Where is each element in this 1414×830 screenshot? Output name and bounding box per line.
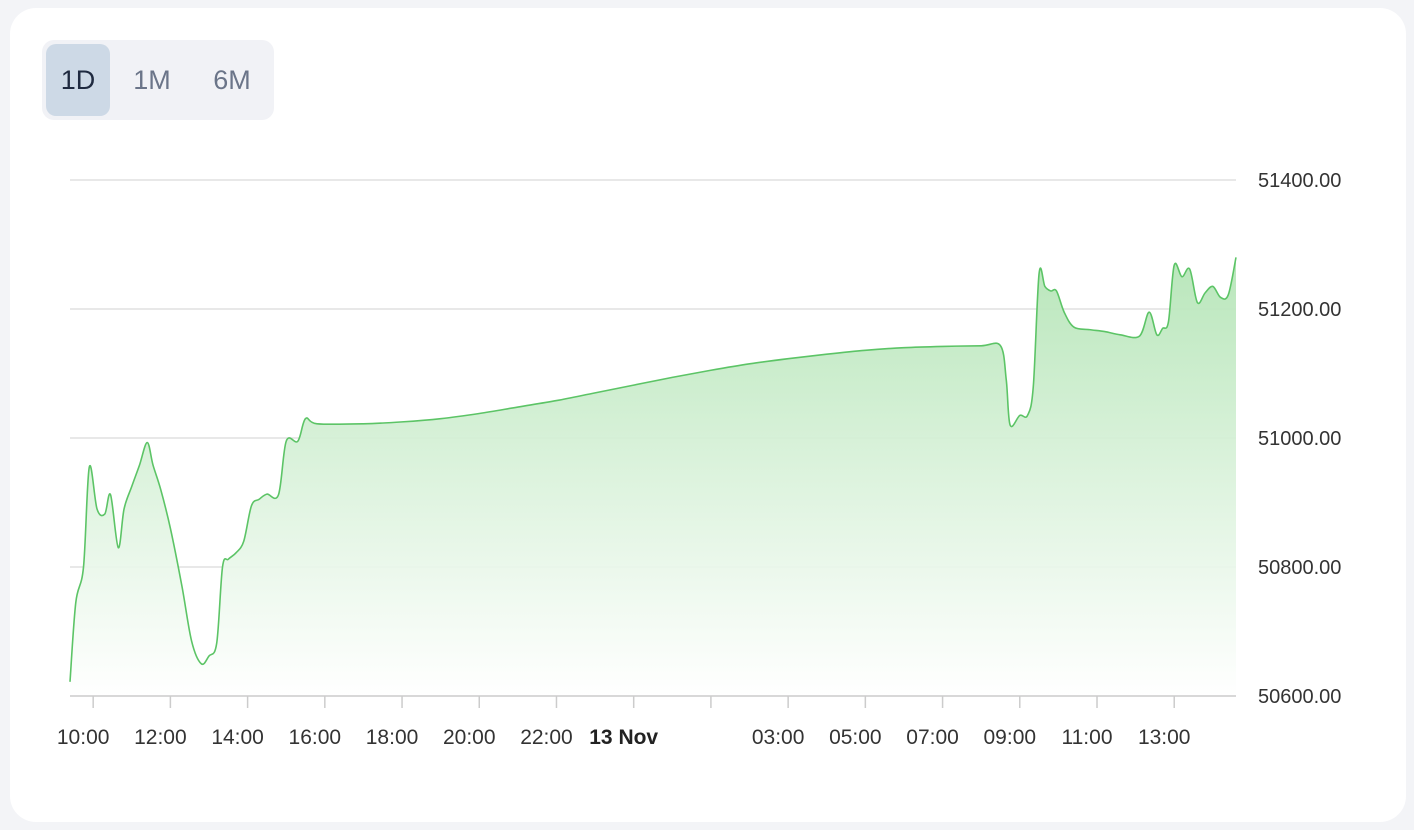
x-axis: 10:00 12:00 14:00 16:00 18:00 20:00 22:00 13 No… xyxy=(57,695,1236,749)
y-tick-label: 51000.00 xyxy=(1258,428,1341,450)
y-tick-label: 50600.00 xyxy=(1258,686,1341,708)
series-area xyxy=(70,257,1236,696)
range-tab-6m[interactable]: 6M xyxy=(196,44,268,116)
x-tick-label: 22:00 xyxy=(520,726,573,749)
y-axis: 51400.00 51200.00 51000.00 50800.00 50600.00 xyxy=(1258,170,1341,708)
y-tick-label: 51400.00 xyxy=(1258,170,1341,192)
x-tick-label: 18:00 xyxy=(366,726,419,749)
x-tick-label: 05:00 xyxy=(829,726,882,749)
range-tab-1d[interactable]: 1D xyxy=(46,44,110,116)
x-tick-label: 13 Nov xyxy=(589,726,658,749)
y-tick-label: 51200.00 xyxy=(1258,299,1341,321)
range-tab-1m[interactable]: 1M xyxy=(118,44,186,116)
x-tick-label: 20:00 xyxy=(443,726,496,749)
series-line xyxy=(69,257,1237,682)
x-tick-label: 11:00 xyxy=(1062,726,1113,749)
x-tick-label: 09:00 xyxy=(984,726,1037,749)
x-tick-label: 13:00 xyxy=(1138,726,1191,749)
x-tick-label: 14:00 xyxy=(211,726,264,749)
x-tick-label: 03:00 xyxy=(752,726,805,749)
x-tick-label: 12:00 xyxy=(134,726,187,749)
x-tick-label: 16:00 xyxy=(289,726,342,749)
x-tick-label: 10:00 xyxy=(57,726,110,749)
x-tick-label: 07:00 xyxy=(906,726,959,749)
range-selector: 1D 1M 6M xyxy=(42,40,274,120)
y-tick-label: 50800.00 xyxy=(1258,557,1341,579)
